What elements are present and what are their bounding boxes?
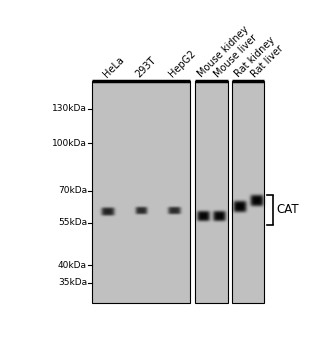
Text: 55kDa: 55kDa [58,218,87,228]
Text: HepG2: HepG2 [167,48,197,79]
Text: Mouse kidney: Mouse kidney [196,24,251,79]
Text: 35kDa: 35kDa [58,278,87,287]
Bar [92,81,190,303]
Text: Mouse liver: Mouse liver [212,32,259,79]
Text: Rat kidney: Rat kidney [233,35,277,79]
Text: 130kDa: 130kDa [52,104,87,113]
Text: Rat liver: Rat liver [249,43,285,79]
Text: 100kDa: 100kDa [52,139,87,148]
Bar [195,81,227,303]
Text: CAT: CAT [277,203,299,217]
Text: 40kDa: 40kDa [58,261,87,270]
Text: 293T: 293T [134,55,158,79]
Bar [232,81,264,303]
Text: HeLa: HeLa [101,54,126,79]
Text: 70kDa: 70kDa [58,186,87,195]
